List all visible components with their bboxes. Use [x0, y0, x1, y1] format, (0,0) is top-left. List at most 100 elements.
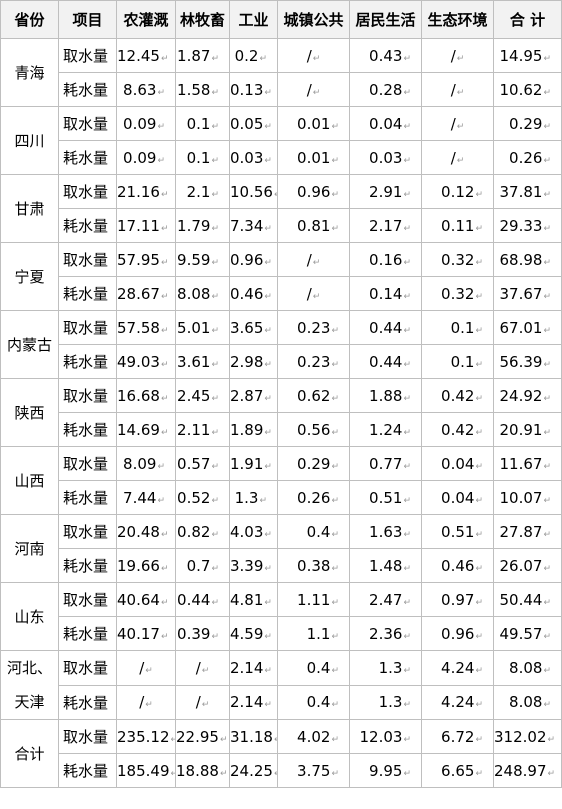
- value-cell: 24.92↵: [493, 378, 562, 413]
- table-row: 陕西 取水量 16.68↵ 2.45↵ 2.87↵ 0.62↵ 1.88↵ 0.42↵ 24.9…: [0, 378, 562, 447]
- value-text: 1.3: [378, 658, 403, 677]
- value-cell: 0.38↵: [277, 548, 350, 583]
- value-cell: 0.16↵: [349, 242, 422, 277]
- item-cell: 取水量: [58, 38, 117, 73]
- value-text: 0.1: [450, 352, 475, 371]
- return-mark-icon: ↵: [211, 87, 219, 98]
- return-mark-icon: ↵: [403, 665, 411, 676]
- value-cell: 0.46↵: [229, 276, 278, 311]
- return-mark-icon: ↵: [475, 495, 483, 506]
- value-text: 37.81: [499, 182, 543, 201]
- value-text: 24.25: [230, 761, 273, 780]
- value-cell: 0.04↵: [421, 480, 494, 515]
- value-cell: 14.69↵: [116, 412, 176, 447]
- return-mark-icon: ↵: [543, 223, 551, 234]
- value-cell: /↵: [277, 38, 350, 73]
- table-row: 耗水量/↵/↵ 2.14↵ 0.4↵ 1.3↵ 4.24↵ 8.08↵: [1, 684, 562, 720]
- return-mark-icon: ↵: [403, 597, 411, 608]
- value-text: 0.81: [297, 216, 331, 235]
- value-cell: 8.08↵: [493, 650, 562, 686]
- table-row: 耗水量 19.66↵ 0.7↵ 3.39↵ 0.38↵ 1.48↵ 0.46↵ 26.07↵: [1, 548, 562, 583]
- value-cell: /↵: [421, 38, 494, 73]
- return-mark-icon: ↵: [403, 359, 411, 370]
- value-text: 0.4: [306, 522, 331, 541]
- header-row: 省份 项目 农灌溉 林牧畜 工业 城镇公共 居民生活 生态环境 合 计: [0, 0, 562, 39]
- value-text: 0.52: [177, 488, 211, 507]
- header-item: 项目: [58, 0, 117, 39]
- return-mark-icon: ↵: [543, 87, 551, 98]
- table-body: 青海 取水量 12.45↵ 1.87↵ 0.2↵/↵ 0.43↵/↵ 14.95↵ 耗水量 8.…: [0, 38, 562, 788]
- value-cell: 0.62↵: [277, 378, 350, 413]
- value-cell: 20.48↵: [116, 514, 176, 549]
- return-mark-icon: ↵: [456, 87, 465, 98]
- value-text: 22.95: [176, 727, 219, 746]
- value-cell: 0.09↵: [116, 140, 176, 175]
- value-cell: 0.12↵: [421, 174, 494, 209]
- return-mark-icon: ↵: [264, 257, 272, 268]
- return-mark-icon: ↵: [475, 427, 483, 438]
- value-cell: 0.96↵: [277, 174, 350, 209]
- value-text: 0.96: [441, 624, 475, 643]
- value-text: 29.33: [499, 216, 543, 235]
- return-mark-icon: ↵: [264, 631, 272, 642]
- return-mark-icon: ↵: [543, 325, 551, 336]
- value-cell: 40.17↵: [116, 616, 176, 651]
- header-ecological: 生态环境: [421, 0, 494, 39]
- value-cell: 0.05↵: [229, 106, 278, 141]
- province-cell: 陕西: [0, 378, 59, 447]
- return-mark-icon: ↵: [547, 734, 556, 745]
- return-mark-icon: ↵: [403, 427, 411, 438]
- value-cell: 248.97↵: [493, 753, 562, 788]
- value-text: 0.42: [441, 386, 475, 405]
- value-cell: 57.58↵: [116, 310, 176, 345]
- value-text: /: [139, 658, 145, 677]
- value-cell: /↵: [116, 650, 176, 686]
- header-total: 合 计: [493, 0, 562, 39]
- return-mark-icon: ↵: [259, 495, 267, 506]
- table-row: 宁夏 取水量 57.95↵ 9.59↵ 0.96↵/↵ 0.16↵ 0.32↵ 68.98↵: [0, 242, 562, 311]
- table-row: 耗水量 40.17↵ 0.39↵ 4.59↵ 1.1↵ 2.36↵ 0.96↵ 49.57↵: [1, 616, 562, 651]
- province-cell: 四川: [0, 106, 59, 175]
- value-cell: 4.59↵: [229, 616, 278, 651]
- value-cell: /↵: [277, 72, 350, 107]
- value-cell: 3.65↵: [229, 310, 278, 345]
- item-cell: 取水量: [58, 514, 117, 549]
- return-mark-icon: ↵: [211, 427, 219, 438]
- return-mark-icon: ↵: [403, 495, 411, 506]
- value-text: 2.36: [369, 624, 403, 643]
- value-cell: 56.39↵: [493, 344, 562, 379]
- value-cell: 37.81↵: [493, 174, 562, 209]
- value-text: 0.03: [369, 148, 403, 167]
- value-cell: 0.1↵: [175, 106, 230, 141]
- return-mark-icon: ↵: [331, 734, 339, 745]
- return-mark-icon: ↵: [264, 223, 272, 234]
- return-mark-icon: ↵: [403, 257, 411, 268]
- return-mark-icon: ↵: [211, 597, 219, 608]
- value-text: 11.67: [499, 454, 543, 473]
- return-mark-icon: ↵: [331, 427, 339, 438]
- value-cell: 10.07↵: [493, 480, 562, 515]
- value-cell: 0.04↵: [349, 106, 422, 141]
- value-cell: 4.03↵: [229, 514, 278, 549]
- value-cell: 5.01↵: [175, 310, 230, 345]
- value-text: 20.48: [117, 522, 160, 541]
- return-mark-icon: ↵: [160, 393, 169, 404]
- return-mark-icon: ↵: [160, 53, 169, 64]
- value-text: 0.1: [186, 148, 211, 167]
- value-text: 1.58: [177, 80, 211, 99]
- value-text: 1.11: [297, 590, 331, 609]
- return-mark-icon: ↵: [543, 53, 551, 64]
- value-text: 0.23: [297, 352, 331, 371]
- table-row: 山东 取水量 40.64↵ 0.44↵ 4.81↵ 1.11↵ 2.47↵ 0.97↵ 50.4…: [0, 582, 562, 651]
- return-mark-icon: ↵: [475, 734, 483, 745]
- value-cell: 0.44↵: [349, 344, 422, 379]
- value-text: 3.75: [297, 761, 331, 780]
- value-text: 7.44: [123, 488, 157, 507]
- value-cell: 312.02↵: [493, 719, 562, 754]
- value-cell: 57.95↵: [116, 242, 176, 277]
- value-cell: 3.39↵: [229, 548, 278, 583]
- value-cell: 26.07↵: [493, 548, 562, 583]
- item-cell: 耗水量: [58, 548, 117, 583]
- return-mark-icon: ↵: [331, 155, 339, 166]
- return-mark-icon: ↵: [201, 700, 210, 711]
